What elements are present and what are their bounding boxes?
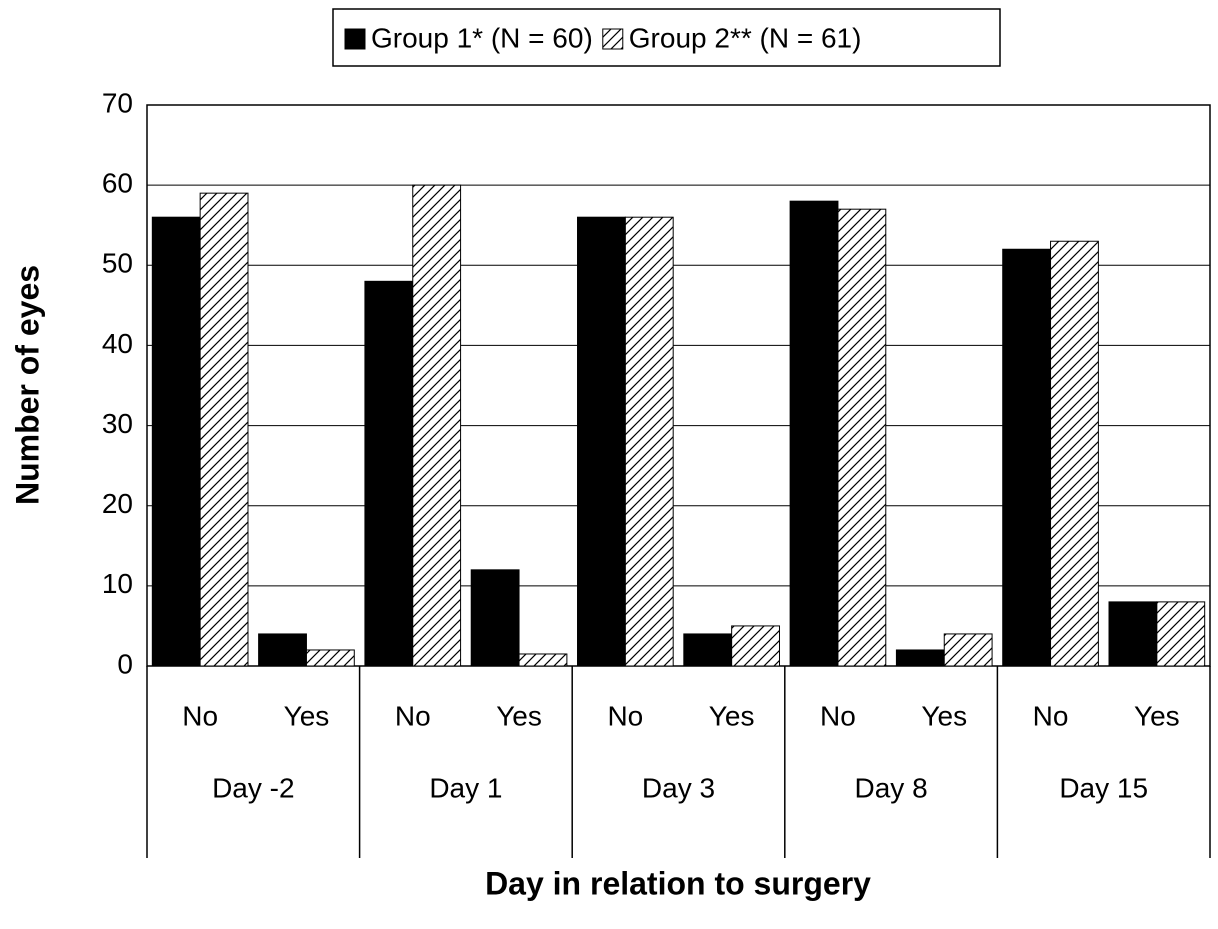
y-tick-label: 70 [102,87,133,118]
x-tick-label: No [182,700,218,731]
group-label: Day 15 [1059,772,1148,803]
legend-box [332,8,1001,67]
x-tick-label: Yes [496,700,542,731]
x-tick-label: No [820,700,856,731]
bar [731,625,780,667]
x-tick-label: Yes [709,700,755,731]
bar [1050,240,1099,667]
bar [1002,248,1052,667]
plot-frame [146,104,1211,667]
y-tick-label: 0 [117,648,133,679]
bar [199,192,249,667]
bar [837,208,887,667]
bar [151,216,201,667]
group-label: Day 8 [855,772,928,803]
y-tick-label: 60 [102,168,133,199]
bar [1156,601,1206,667]
x-tick-label: No [395,700,431,731]
bar [895,649,945,667]
bar [789,200,839,667]
legend-swatch [344,28,366,50]
bar [258,633,307,667]
y-tick-label: 30 [102,408,133,439]
legend-swatch [602,28,624,50]
bar [364,280,414,667]
bar [518,653,568,667]
group-label: Day -2 [212,772,294,803]
x-tick-label: No [607,700,643,731]
group-label: Day 3 [642,772,715,803]
bar [683,633,733,667]
x-axis-title: Day in relation to surgery [485,865,871,901]
y-tick-label: 20 [102,488,133,519]
y-tick-label: 40 [102,328,133,359]
group-label: Day 1 [429,772,502,803]
y-axis-title: Number of eyes [9,265,45,505]
bar [624,216,674,667]
y-tick-label: 50 [102,248,133,279]
bar [470,569,520,667]
bar [943,633,993,667]
bar [577,216,626,667]
x-tick-label: Yes [284,700,330,731]
legend-label: Group 1* (N = 60) [371,22,593,53]
x-tick-label: No [1033,700,1069,731]
x-tick-label: Yes [1134,700,1180,731]
x-tick-label: Yes [921,700,967,731]
bar [412,184,462,667]
y-tick-label: 10 [102,568,133,599]
bar [305,649,355,667]
bar [1108,601,1158,667]
legend-label: Group 2** (N = 61) [629,22,862,53]
